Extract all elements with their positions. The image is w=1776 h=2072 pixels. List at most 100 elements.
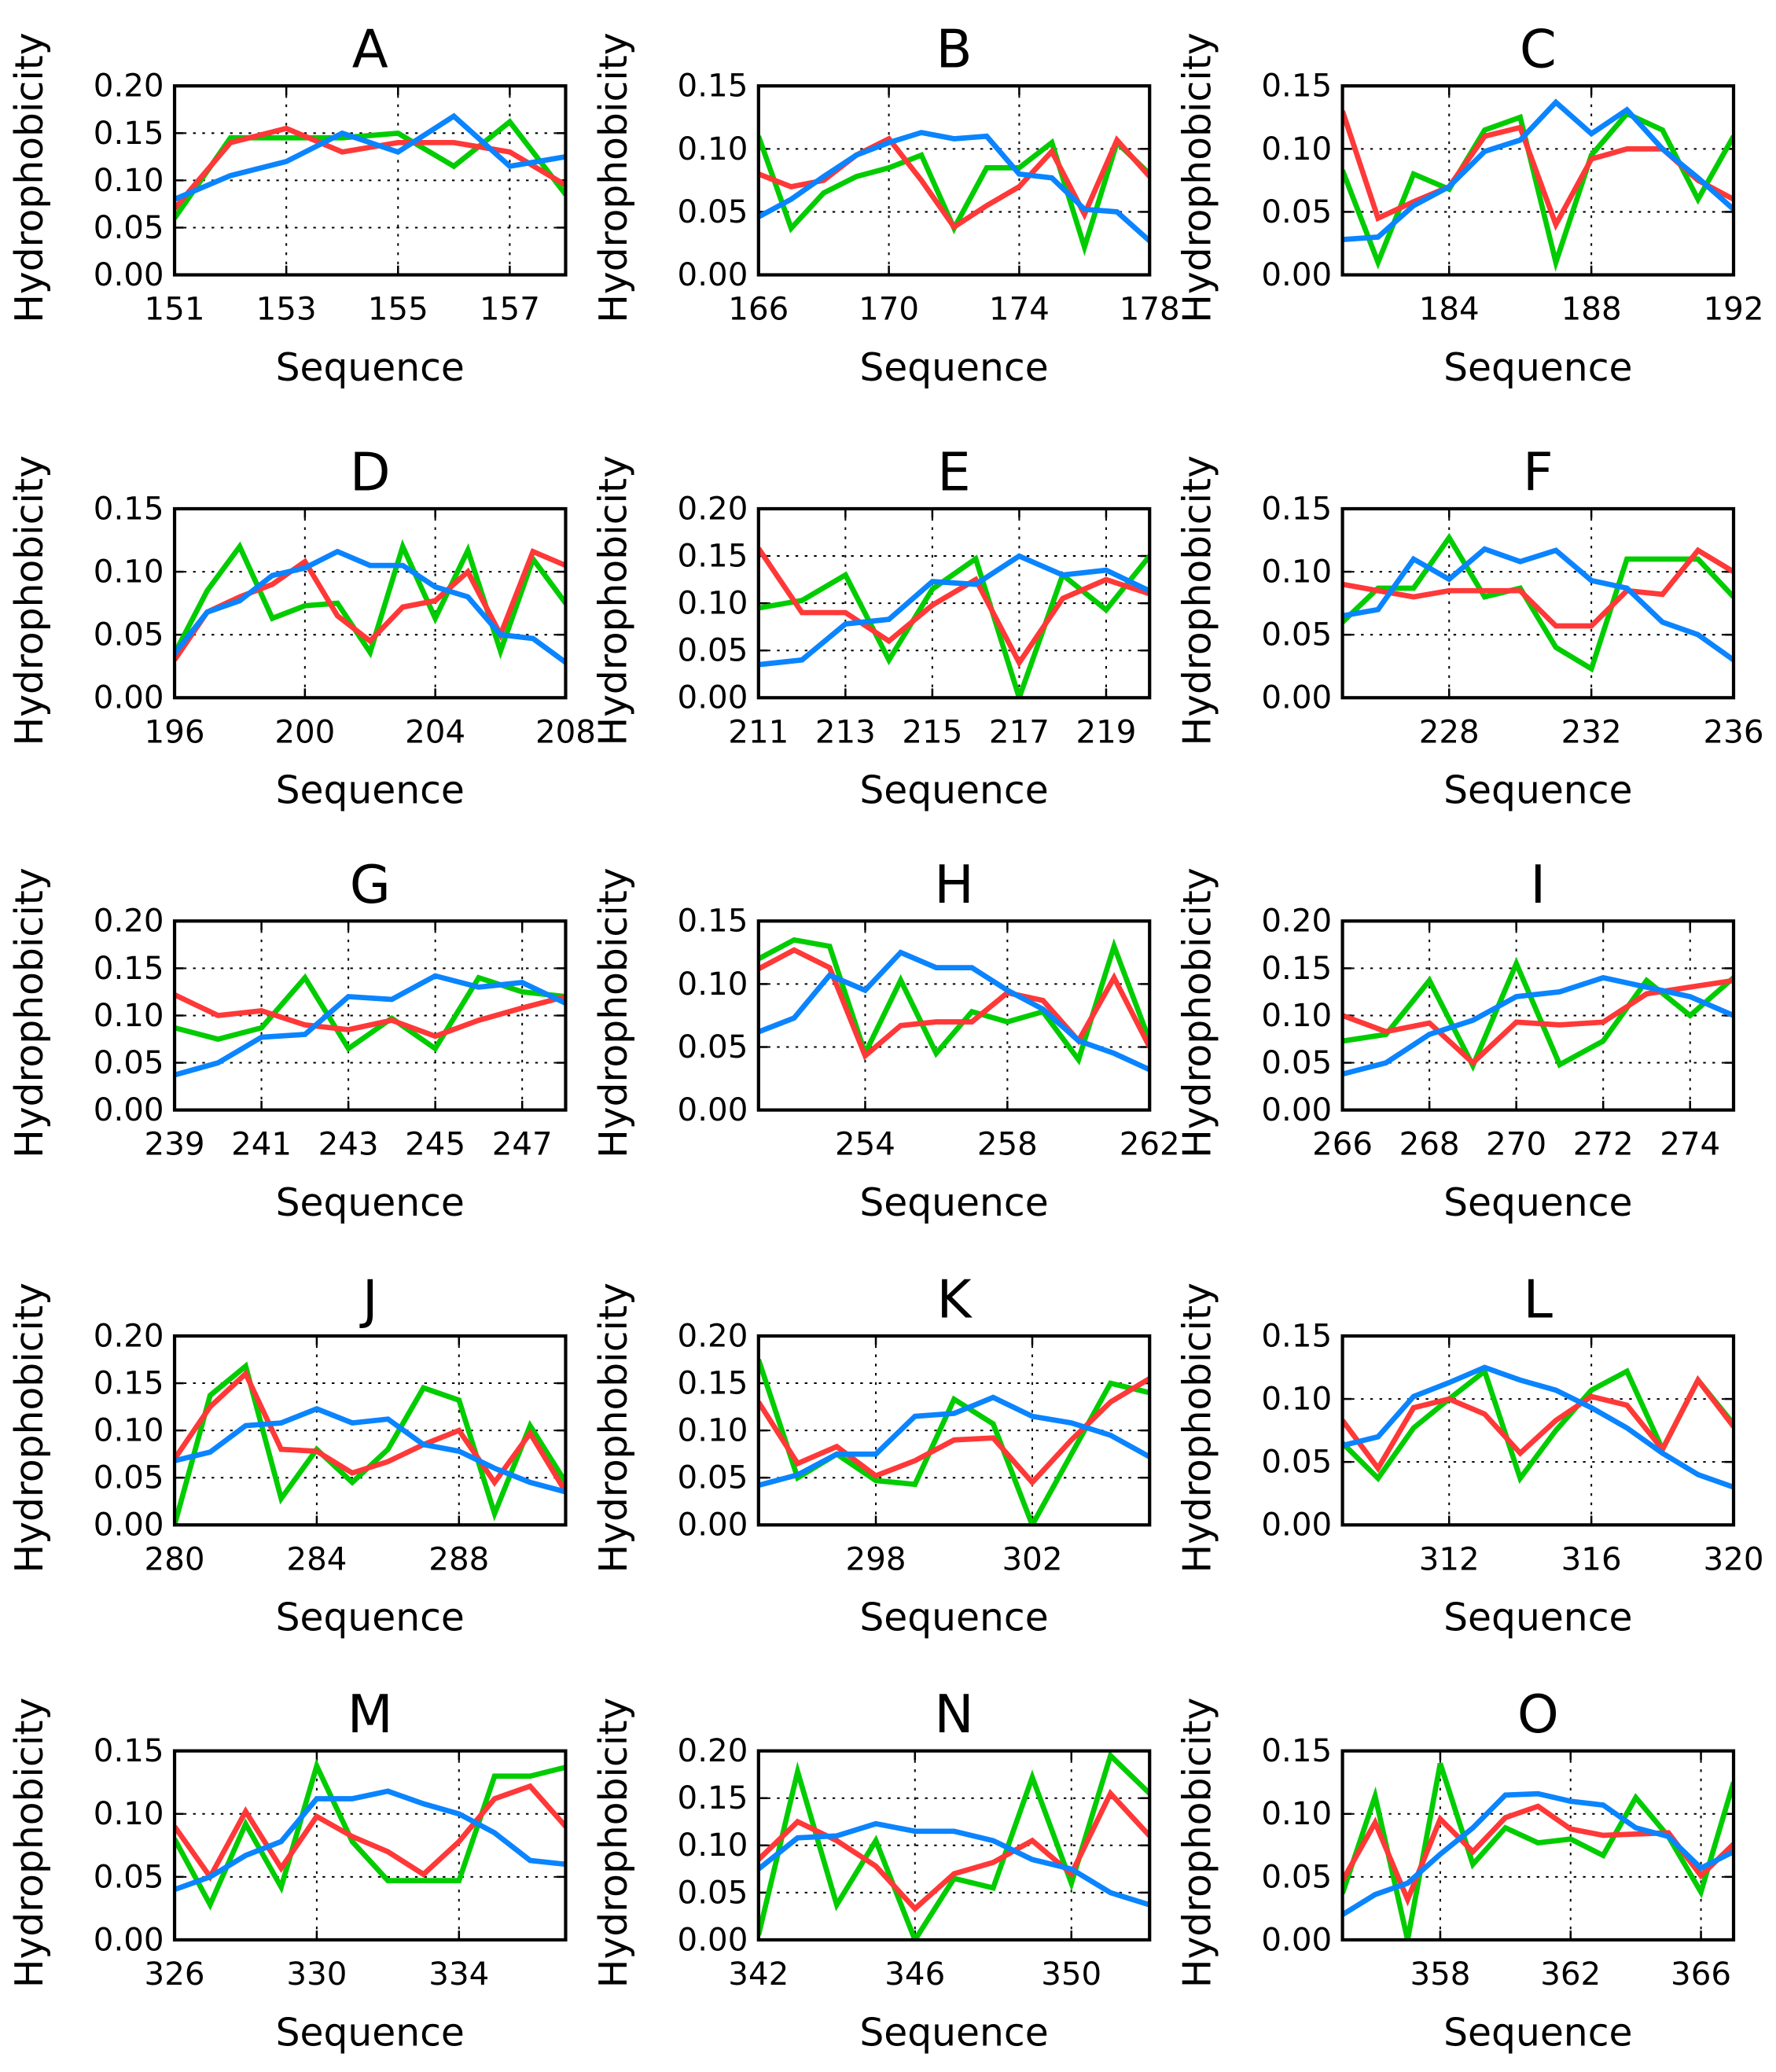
series-line-2 [175,1788,566,1893]
series-line-1 [175,125,566,211]
plot-frame [172,506,568,700]
y-tick-label: 0.05 [1261,193,1332,230]
subplot-title: G [350,854,391,915]
x-tick-label: 219 [1076,713,1136,750]
x-tick-label: 266 [1312,1126,1373,1163]
y-axis-label: Hydrophobicity [592,455,636,745]
x-tick-label: 316 [1561,1540,1622,1577]
y-tick-label: 0.05 [1261,1444,1332,1481]
y-tick-label: 0.00 [94,1921,164,1958]
y-tick-label: 0.20 [678,1732,748,1769]
x-tick-label: 312 [1419,1540,1480,1577]
plot-frame [1340,506,1736,700]
y-tick-label: 0.10 [678,585,748,622]
subplot-l: 0.00 0.05 0.10 0.15 312 316 320 L Sequence Hydrop… [1176,1268,1764,1640]
y-tick-label: 0.05 [94,1858,164,1895]
y-axis-label: Hydrophobicity [1176,867,1220,1157]
y-tick-label: 0.10 [678,131,748,167]
series-line-2 [758,949,1150,1073]
subplot-title: I [1530,854,1546,915]
subplot-k: 0.00 0.05 0.10 0.15 0.20 298 302 K Sequence Hydro… [592,1268,1152,1640]
y-tick-label: 0.20 [94,68,164,105]
x-tick-label: 151 [145,291,205,328]
y-axis-label: Hydrophobicity [8,455,52,745]
x-tick-label: 330 [286,1956,347,1993]
subplot-c: 0.00 0.05 0.10 0.15 184 188 192 C Sequence Hydrop… [1176,19,1764,390]
x-tick-label: 298 [846,1540,906,1577]
x-tick-label: 196 [145,713,205,750]
y-tick-label: 0.20 [94,903,164,940]
series-line-2 [175,112,566,202]
x-tick-label: 184 [1419,291,1480,328]
subplot-title: K [936,1268,973,1330]
series-line-2 [758,1820,1150,1908]
x-tick-label: 213 [815,713,876,750]
y-tick-label: 0.15 [94,1732,164,1769]
plot-frame [172,1749,568,1942]
series-line-0 [758,1750,1150,1940]
series-line-2 [175,973,566,1078]
x-tick-label: 217 [989,713,1050,750]
subplot-title: J [359,1268,378,1330]
series-line-1 [758,134,1150,231]
series-line-1 [1342,110,1734,231]
series-line-1 [175,1783,566,1882]
x-tick-label: 239 [145,1126,205,1163]
x-tick-label: 272 [1573,1126,1634,1163]
y-tick-label: 0.10 [678,1412,748,1449]
series-line-0 [175,118,566,220]
y-tick-label: 0.10 [678,966,748,1003]
subplot-title: M [347,1684,393,1745]
y-tick-label: 0.00 [94,256,164,293]
x-tick-label: 232 [1561,713,1622,750]
subplot-title: E [937,441,970,502]
plot-frame [172,919,568,1112]
series-line-2 [1342,546,1734,662]
plot-frame [756,919,1152,1112]
subplot-h: 0.00 0.05 0.10 0.15 254 258 262 H Sequence Hydrop… [592,854,1180,1225]
y-tick-label: 0.15 [1261,950,1332,987]
y-axis-label: Hydrophobicity [592,1283,636,1573]
series-line-2 [1342,1790,1734,1917]
x-tick-label: 366 [1671,1956,1731,1993]
subplot-g: 0.00 0.05 0.10 0.15 0.20 239 241 243 245 247 G Sequ… [8,854,568,1225]
x-tick-label: 243 [318,1126,379,1163]
y-tick-label: 0.15 [678,903,748,940]
series-line-0 [1342,532,1734,673]
y-tick-label: 0.20 [678,1317,748,1354]
x-tick-label: 274 [1660,1126,1720,1163]
x-axis-label: Sequence [1443,2011,1632,2055]
plot-frame [756,506,1152,700]
subplot-title: N [934,1684,973,1745]
x-tick-label: 362 [1540,1956,1601,1993]
x-tick-label: 241 [231,1126,292,1163]
y-tick-label: 0.20 [678,490,748,527]
x-tick-label: 320 [1704,1540,1764,1577]
subplot-n: 0.00 0.05 0.10 0.15 0.20 342 346 350 N Sequence Hy… [592,1684,1152,2055]
y-tick-label: 0.10 [1261,1381,1332,1418]
plot-frame [172,84,568,277]
series-line-2 [758,1394,1150,1489]
series-line-1 [175,1369,566,1494]
series-line-0 [1342,1762,1734,1940]
x-tick-label: 326 [145,1956,205,1993]
plot-frame [172,1334,568,1527]
series-line-0 [1342,956,1734,1073]
x-tick-label: 204 [405,713,465,750]
x-tick-label: 258 [977,1126,1038,1163]
series-line-0 [1342,110,1734,272]
y-tick-label: 0.00 [1261,1507,1332,1544]
series-line-2 [1342,1364,1734,1490]
y-tick-label: 0.00 [678,1091,748,1128]
x-axis-label: Sequence [1443,1596,1632,1640]
y-tick-label: 0.05 [678,632,748,669]
y-tick-label: 0.10 [94,1795,164,1832]
y-tick-label: 0.05 [94,1044,164,1081]
y-axis-label: Hydrophobicity [8,1698,52,1988]
subplot-e: 0.00 0.05 0.10 0.15 0.20 211 213 215 217 219 E Sequ… [592,441,1152,813]
y-tick-label: 0.00 [94,679,164,716]
series-line-1 [175,992,566,1040]
x-tick-label: 288 [428,1540,489,1577]
y-tick-label: 0.00 [1261,1091,1332,1128]
y-tick-label: 0.05 [94,616,164,653]
